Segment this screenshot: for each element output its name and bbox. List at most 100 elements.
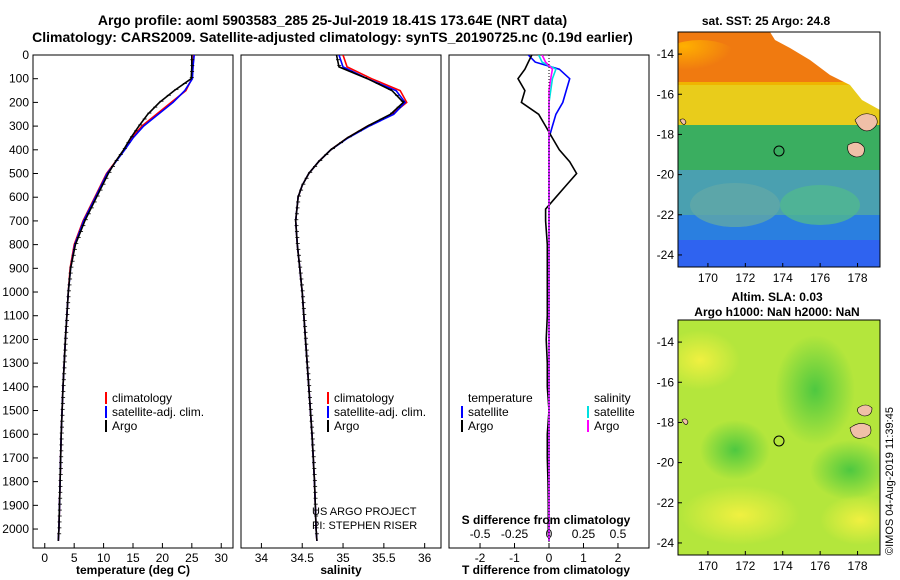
temperature-series-climatology <box>57 55 195 541</box>
depth-tick-label: 1200 <box>2 332 29 346</box>
difference-x-tick-label: 1 <box>580 551 587 565</box>
depth-tick-label: 1700 <box>2 451 29 465</box>
sst-lat-label: -20 <box>657 168 675 182</box>
legend-diff-s-satellite: satellite <box>594 405 635 419</box>
depth-tick-label: 1600 <box>2 427 29 441</box>
legend-s-argo: Argo <box>334 419 360 433</box>
legend-diff-t-argo: Argo <box>468 419 494 433</box>
depth-tick-label: 2000 <box>2 522 29 536</box>
difference-x-tick-label: -1 <box>509 551 520 565</box>
depth-tick-label: 400 <box>9 143 29 157</box>
x-axes: 0 5 10 15 20 25 30 34 34.5 35 35.5 36 -2 -1 0 1 2 -0.5 -0.… <box>41 527 626 565</box>
s-difference-label: S difference from climatology <box>462 513 631 527</box>
temperature-x-tick-label: 5 <box>71 551 78 565</box>
depth-tick-label: 800 <box>9 238 29 252</box>
sla-map-field <box>678 320 880 555</box>
sst-lat-label: -14 <box>657 47 675 61</box>
sla-argo-position-marker <box>773 435 785 447</box>
legend-diff-t-heading: temperature <box>468 391 533 405</box>
legend-diff-s-argo: Argo <box>594 419 620 433</box>
depth-tick-label: 1100 <box>3 309 29 323</box>
legend-s-climatology: climatology <box>334 391 394 405</box>
sst-lon-label: 178 <box>848 271 868 285</box>
s-diff-tick-label: 0.5 <box>610 527 627 541</box>
difference-x-tick-label: 2 <box>615 551 622 565</box>
temperature-x-tick-label: 25 <box>185 551 199 565</box>
depth-tick-label: 1800 <box>2 475 29 489</box>
sla-lon-label: 174 <box>773 559 793 573</box>
sla-lon-label: 172 <box>735 559 755 573</box>
depth-tick-label: 1500 <box>2 404 29 418</box>
salinity-plot-frame <box>240 54 442 549</box>
temperature-plot-frame <box>32 54 234 549</box>
sla-lat-label: -20 <box>657 456 675 470</box>
sla-lon-label: 178 <box>848 559 868 573</box>
legend-s-satellite: satellite-adj. clim. <box>334 405 426 419</box>
salinity-x-tick-label: 35 <box>336 551 350 565</box>
salinity-xlabel: salinity <box>320 563 362 577</box>
legend-t-satellite: satellite-adj. clim. <box>112 405 204 419</box>
temperature-x-tick-label: 15 <box>126 551 140 565</box>
sst-lon-label: 170 <box>698 271 718 285</box>
difference-xlabel: T difference from climatology <box>462 563 630 577</box>
temperature-x-tick-label: 20 <box>156 551 170 565</box>
s-diff-tick-label: -0.25 <box>501 527 529 541</box>
difference-series-t-argo <box>517 55 578 541</box>
sla-lat-label: -22 <box>657 496 675 510</box>
temperature-series-argo <box>57 55 193 541</box>
sst-lat-label: -18 <box>657 127 675 141</box>
sla-map-frame <box>677 319 881 556</box>
sst-lat-label: -24 <box>657 248 675 262</box>
sla-lon-label: 176 <box>810 559 830 573</box>
depth-tick-label: 500 <box>9 167 29 181</box>
sst-lon-label: 174 <box>773 271 793 285</box>
temperature-x-tick-label: 30 <box>215 551 229 565</box>
sst-lat-label: -16 <box>657 87 675 101</box>
temperature-profiles <box>57 55 195 541</box>
temperature-x-tick-label: 0 <box>41 551 48 565</box>
salinity-profiles <box>294 55 408 541</box>
temperature-xlabel: temperature (deg C) <box>76 563 190 577</box>
depth-tick-label: 100 <box>9 72 29 86</box>
depth-tick-label: 1400 <box>2 380 29 394</box>
legend-t-climatology: climatology <box>112 391 172 405</box>
sla-lat-label: -18 <box>657 415 675 429</box>
sla-map-title: Altim. SLA: 0.03 <box>731 290 823 304</box>
sst-map-axes: 170 172 174 176 178 -14 -16 -18 -20 -22 -24 <box>657 47 868 285</box>
salinity-x-tick-label: 34.5 <box>291 551 315 565</box>
temperature-series-satellite-adj-clim- <box>57 55 195 541</box>
sst-argo-position-marker <box>773 145 785 157</box>
legend-t-argo: Argo <box>112 419 138 433</box>
salinity-x-tick-label: 35.5 <box>372 551 396 565</box>
salinity-series-climatology <box>294 55 408 541</box>
sla-lon-label: 170 <box>698 559 718 573</box>
s-diff-tick-label: 0.25 <box>572 527 596 541</box>
imos-timestamp: ©IMOS 04-Aug-2019 11:39:45 <box>884 407 896 555</box>
plot-title-line1: Argo profile: aoml 5903583_285 25-Jul-20… <box>97 12 568 28</box>
sla-lat-label: -24 <box>657 536 675 550</box>
depth-tick-label: 200 <box>9 95 29 109</box>
credit-project: US ARGO PROJECT <box>312 506 417 518</box>
sla-lat-label: -14 <box>657 335 675 349</box>
sst-map-field <box>678 32 880 267</box>
depth-tick-label: 1300 <box>2 356 29 370</box>
difference-x-tick-label: 0 <box>546 551 553 565</box>
sst-lat-label: -22 <box>657 208 675 222</box>
depth-axis: 0 100 200 300 400 500 600 700 800 900 1000 1100 1200… <box>2 48 38 536</box>
salinity-x-tick-label: 36 <box>418 551 432 565</box>
salinity-x-tick-label: 34 <box>255 551 269 565</box>
salinity-series-argo <box>294 55 405 541</box>
plot-title-line2: Climatology: CARS2009. Satellite-adjuste… <box>32 29 633 45</box>
sla-map-subtitle: Argo h1000: NaN h2000: NaN <box>694 305 859 319</box>
difference-x-tick-label: -2 <box>475 551 486 565</box>
depth-tick-label: 1000 <box>2 285 29 299</box>
sst-lon-label: 172 <box>735 271 755 285</box>
depth-tick-label: 600 <box>9 190 29 204</box>
credit-pi: PI: STEPHEN RISER <box>312 520 417 532</box>
sla-lat-label: -16 <box>657 375 675 389</box>
depth-tick-label: 900 <box>9 261 29 275</box>
depth-tick-label: 1900 <box>2 498 29 512</box>
temperature-x-tick-label: 10 <box>97 551 111 565</box>
depth-tick-label: 300 <box>9 119 29 133</box>
